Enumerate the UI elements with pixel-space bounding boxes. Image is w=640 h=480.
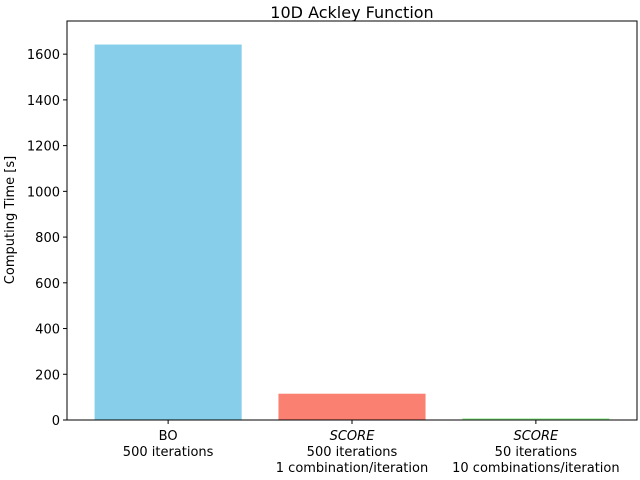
y-tick-label: 1600	[27, 48, 60, 63]
x-tick-label-line: BO	[159, 429, 178, 444]
x-tick-label-line: 1 combination/iteration	[276, 461, 428, 476]
x-tick-label: BO 500 iterations	[123, 429, 214, 460]
y-tick-label: 600	[35, 277, 60, 292]
y-tick-label: 1400	[27, 94, 60, 109]
bar	[462, 418, 610, 420]
x-tick-label-line: SCORE	[330, 429, 376, 444]
bar	[278, 393, 426, 420]
x-tick-label: SCORE 500 iterations 1 combination/iterati…	[276, 429, 428, 476]
x-tick-label-line: 500 iterations	[307, 445, 398, 460]
y-tick-label: 200	[35, 368, 60, 383]
x-tick-label-line: 10 combinations/iteration	[452, 461, 619, 476]
y-axis-label: Computing Time [s]	[3, 156, 18, 284]
x-tick-label: SCORE 50 iterations 10 combinations/iterat…	[452, 429, 619, 476]
y-tick-label: 1200	[27, 140, 60, 155]
y-tick-label: 400	[35, 323, 60, 338]
y-tick-label: 0	[52, 414, 60, 429]
y-tick-label: 1000	[27, 185, 60, 200]
bar	[94, 44, 242, 420]
y-tick-label: 800	[35, 231, 60, 246]
plot-frame	[66, 20, 638, 421]
x-tick-label-line: 500 iterations	[123, 445, 214, 460]
chart-title: 10D Ackley Function	[270, 3, 433, 22]
x-tick-label-line: 50 iterations	[495, 445, 578, 460]
x-tick-label-line: SCORE	[513, 429, 559, 444]
